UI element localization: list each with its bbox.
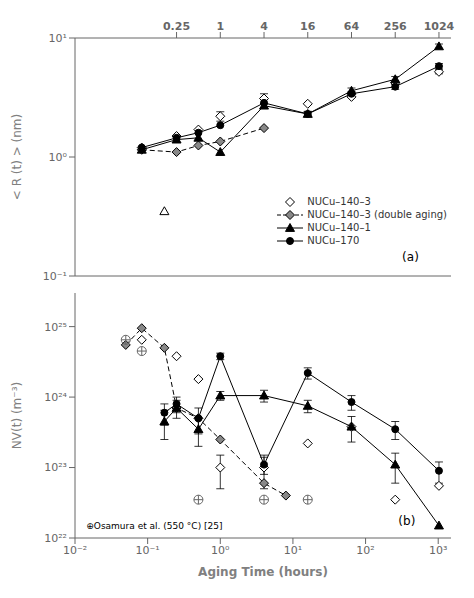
svg-text:NV(t) (m⁻³): NV(t) (m⁻³) [10,382,24,449]
html-text:NUCu–140–3: NUCu–140–3 [307,196,371,207]
svg-text:1024: 1024 [424,20,455,33]
html-text:NUCu–170: NUCu–170 [307,235,360,246]
svg-text:10¹: 10¹ [49,32,67,45]
svg-text:10²²: 10²² [44,532,67,545]
svg-text:10²⁴: 10²⁴ [44,391,67,404]
svg-text:10⁰: 10⁰ [49,151,68,164]
html-text:⊕Osamura et al. (550 °C) [25]: ⊕Osamura et al. (550 °C) [25] [86,520,223,531]
svg-text:0.25: 0.25 [163,20,190,33]
svg-text:10⁻¹: 10⁻¹ [43,270,67,283]
svg-text:64: 64 [344,20,360,33]
svg-text:10²⁵: 10²⁵ [44,321,67,334]
svg-text:256: 256 [384,20,407,33]
svg-text:< R (t) > (nm): < R (t) > (nm) [10,114,24,200]
svg-text:10¹: 10¹ [284,544,302,557]
svg-text:10²³: 10²³ [44,461,67,474]
html-text:NUCu–140–3 (double aging): NUCu–140–3 (double aging) [307,209,447,220]
svg-text:1: 1 [216,20,224,33]
svg-text:10³: 10³ [429,544,447,557]
svg-text:4: 4 [260,20,268,33]
svg-text:10⁰: 10⁰ [211,544,230,557]
svg-text:10²: 10² [356,544,374,557]
html-text:(a): (a) [402,250,419,265]
html-text:NUCu–140–1: NUCu–140–1 [307,222,371,233]
svg-text:10⁻²: 10⁻² [63,544,87,557]
svg-text:16: 16 [300,20,316,33]
svg-text:Aging Time (hours): Aging Time (hours) [198,565,328,579]
svg-text:10⁻¹: 10⁻¹ [136,544,160,557]
html-text:(b): (b) [398,514,416,529]
